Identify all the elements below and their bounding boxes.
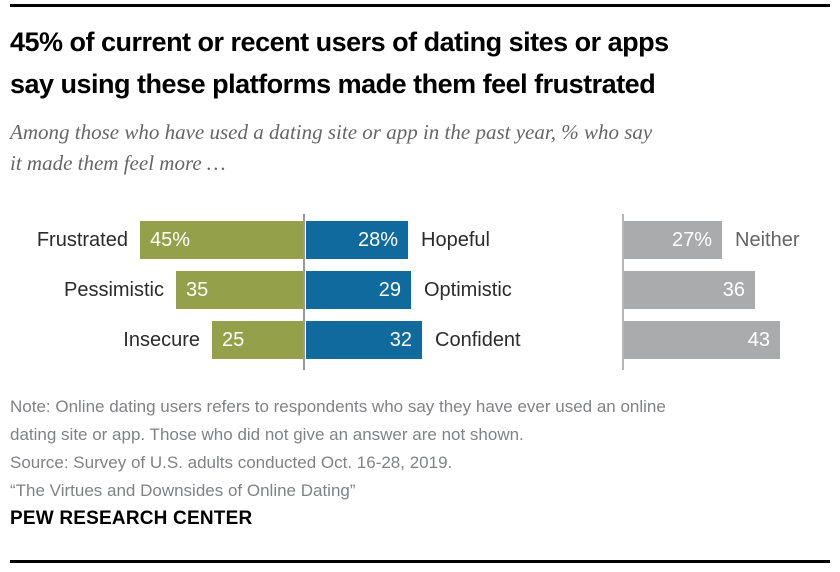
row-label-negative: Frustrated bbox=[36, 229, 128, 251]
bar-value: 43 bbox=[747, 328, 770, 351]
bar-value: 27% bbox=[671, 228, 712, 251]
pew-research-center-logo: PEW RESEARCH CENTER bbox=[10, 508, 253, 529]
bar-value: 29 bbox=[378, 278, 401, 301]
bar-positive: 29 bbox=[306, 271, 411, 309]
bar-value: 28% bbox=[357, 228, 398, 251]
chart-subtitle-line-2: it made them feel more … bbox=[10, 151, 226, 175]
source-line: Source: Survey of U.S. adults conducted … bbox=[10, 453, 453, 472]
page-title-line-2: say using these platforms made them feel… bbox=[10, 69, 656, 99]
row-label-negative: Pessimistic bbox=[63, 279, 164, 301]
note-line-2: dating site or app. Those who did not gi… bbox=[10, 425, 524, 444]
neither-axis-divider bbox=[622, 214, 624, 370]
bar-value: 25 bbox=[222, 328, 245, 351]
row-label-positive: Confident bbox=[435, 329, 521, 351]
bar-neither: 43 bbox=[624, 321, 780, 359]
row-label-positive: Hopeful bbox=[421, 229, 490, 251]
bar-value: 45% bbox=[150, 228, 191, 251]
bar-positive: 32 bbox=[306, 321, 422, 359]
row-label-positive: Optimistic bbox=[424, 279, 512, 301]
center-axis-divider bbox=[303, 214, 305, 370]
bar-positive: 28% bbox=[306, 221, 408, 259]
note-line-1: Note: Online dating users refers to resp… bbox=[10, 397, 666, 416]
bar-negative: 45% bbox=[140, 221, 303, 259]
diverging-bar-chart: 45% 28% 27% Frustrated Hopeful Neither 35 29 36 P… bbox=[10, 205, 830, 380]
bar-value: 36 bbox=[722, 278, 745, 301]
bar-negative: 35 bbox=[176, 271, 303, 309]
bottom-rule bbox=[10, 560, 830, 563]
row-label-negative: Insecure bbox=[123, 329, 200, 351]
bar-value: 32 bbox=[389, 328, 412, 351]
bar-negative: 25 bbox=[212, 321, 303, 359]
page-title-line-1: 45% of current or recent users of dating… bbox=[10, 27, 669, 57]
chart-subtitle-line-1: Among those who have used a dating site … bbox=[10, 120, 653, 144]
bar-value: 35 bbox=[186, 278, 209, 301]
neither-column-label: Neither bbox=[735, 229, 800, 251]
bar-neither: 36 bbox=[624, 271, 755, 309]
report-title-line: “The Virtues and Downsides of Online Dat… bbox=[10, 481, 356, 500]
top-rule bbox=[10, 4, 830, 7]
bar-neither: 27% bbox=[624, 221, 722, 259]
